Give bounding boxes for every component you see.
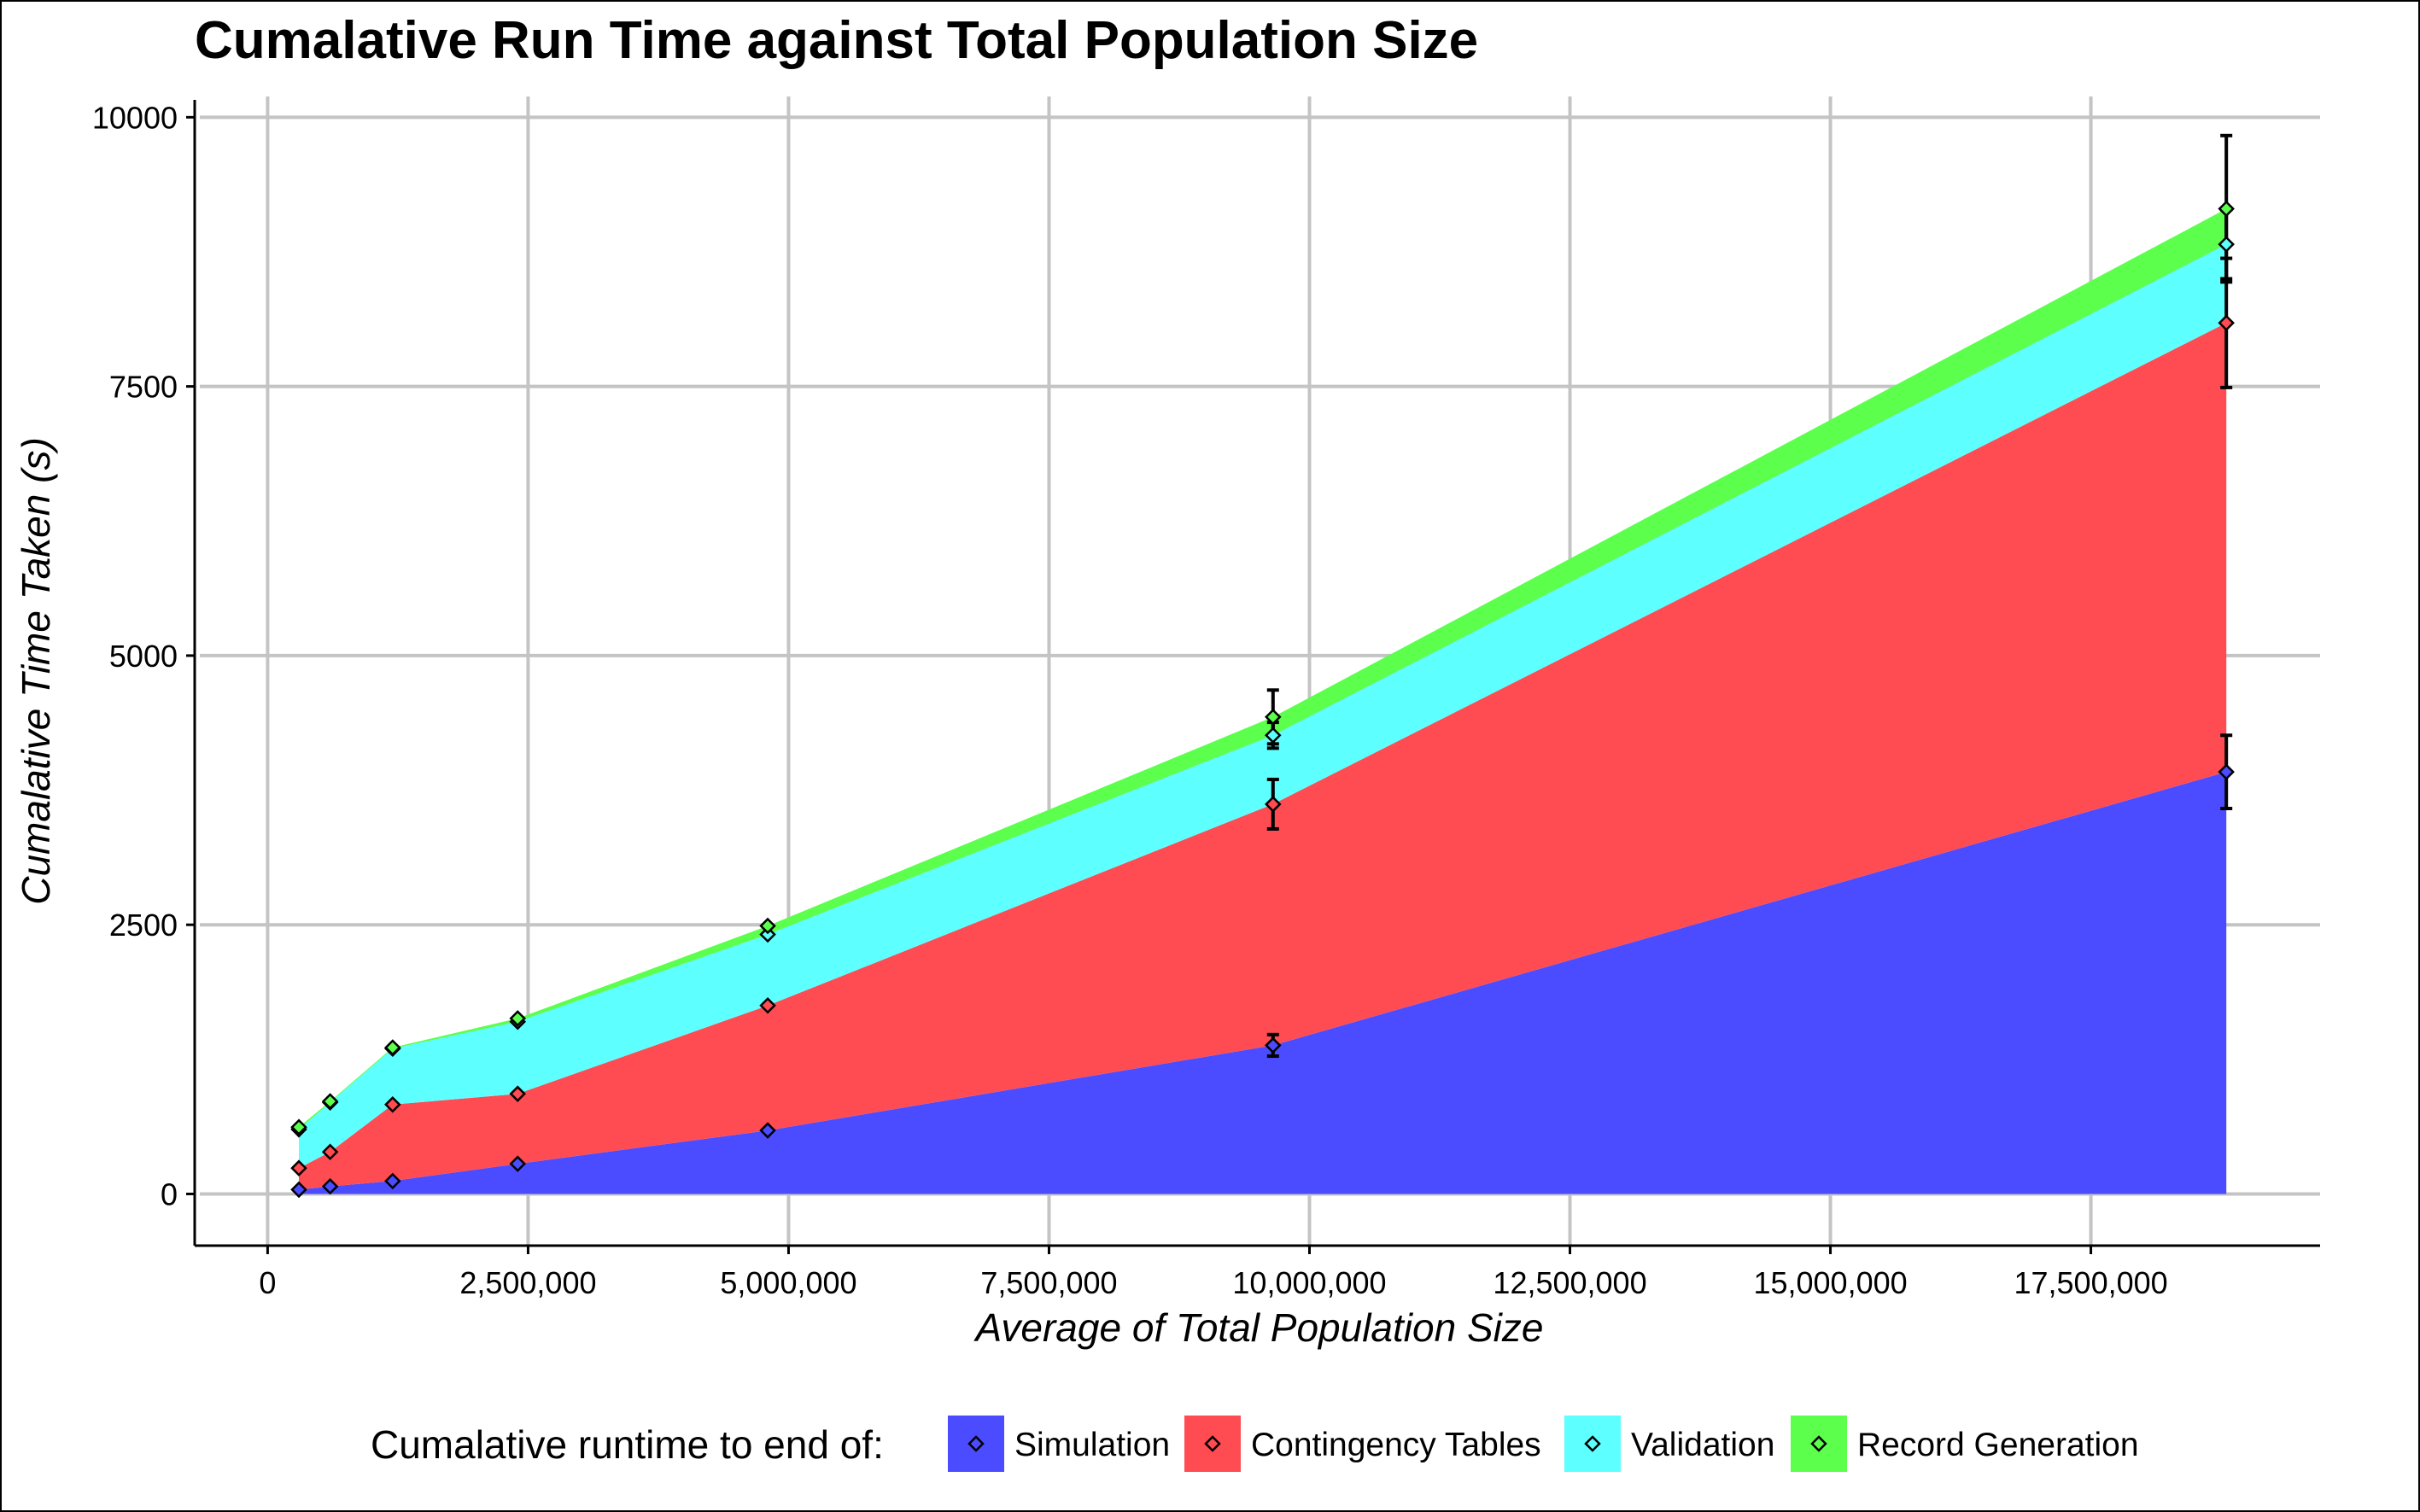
legend-label-contingency-tables: Contingency Tables xyxy=(1251,1427,1541,1463)
chart-title: Cumalative Run Time against Total Popula… xyxy=(195,11,1478,70)
legend-marker-contingency-tables xyxy=(1204,1435,1221,1452)
legend-label-record-generation: Record Generation xyxy=(1857,1427,2139,1463)
validation-area xyxy=(299,244,2227,1169)
x-tick-label: 10,000,000 xyxy=(1232,1265,1386,1300)
contingency-tables-point xyxy=(2218,314,2235,331)
y-tick-label: 10000 xyxy=(92,100,178,135)
simulation-point xyxy=(290,1181,307,1199)
simulation-point xyxy=(321,1177,339,1195)
legend-marker-record-generation xyxy=(1810,1435,1827,1452)
data-points xyxy=(290,200,2235,1199)
simulation-point xyxy=(509,1155,526,1172)
simulation-point xyxy=(1265,1036,1282,1054)
legend-marker-simulation xyxy=(967,1435,985,1452)
y-tick-label: 7500 xyxy=(109,370,178,405)
x-tick-label: 7,500,000 xyxy=(980,1265,1117,1300)
contingency-tables-point xyxy=(509,1085,526,1102)
contingency-tables-point xyxy=(759,997,776,1014)
simulation-area xyxy=(299,772,2227,1194)
legend-label-simulation: Simulation xyxy=(1014,1427,1170,1463)
contingency-tables-point xyxy=(1265,796,1282,813)
record-generation-point xyxy=(759,917,776,935)
legend-marker-validation xyxy=(1584,1435,1601,1452)
y-axis-title: Cumalative Time Taken (s) xyxy=(14,437,58,905)
contingency-tables-area xyxy=(299,323,2227,1190)
contingency-tables-point xyxy=(290,1159,307,1176)
record-generation-point xyxy=(1265,709,1282,726)
record-generation-point xyxy=(321,1093,339,1110)
simulation-point xyxy=(384,1172,401,1190)
legend: Cumalative runtime to end of: Simulation… xyxy=(371,1416,2139,1472)
contingency-tables-point xyxy=(384,1096,401,1113)
record-generation-point xyxy=(2218,200,2235,218)
legend-label-validation: Validation xyxy=(1631,1427,1774,1463)
validation-point xyxy=(759,925,776,943)
x-tick-label: 5,000,000 xyxy=(720,1265,856,1300)
contingency-tables-point xyxy=(321,1143,339,1161)
validation-point xyxy=(2218,236,2235,253)
x-tick-label: 17,500,000 xyxy=(2014,1265,2167,1300)
legend-title: Cumalative runtime to end of: xyxy=(371,1422,884,1467)
stacked-areas xyxy=(299,208,2227,1194)
record-generation-point xyxy=(290,1118,307,1136)
record-generation-point xyxy=(509,1010,526,1027)
x-tick-label: 12,500,000 xyxy=(1493,1265,1646,1300)
x-tick-label: 0 xyxy=(259,1265,276,1300)
y-tick-label: 0 xyxy=(161,1176,178,1211)
simulation-point xyxy=(2218,763,2235,780)
record-generation-point xyxy=(384,1039,401,1056)
y-tick-label: 5000 xyxy=(109,639,178,674)
validation-point xyxy=(1265,727,1282,744)
axes: 0 2,500,000 5,000,000 7,500,000 10,000,000 12… xyxy=(92,100,2320,1300)
x-axis-title: Average of Total Population Size xyxy=(973,1305,1544,1350)
simulation-point xyxy=(759,1122,776,1139)
y-tick-label: 2500 xyxy=(109,908,178,943)
x-tick-label: 2,500,000 xyxy=(459,1265,596,1300)
x-tick-label: 15,000,000 xyxy=(1753,1265,1907,1300)
